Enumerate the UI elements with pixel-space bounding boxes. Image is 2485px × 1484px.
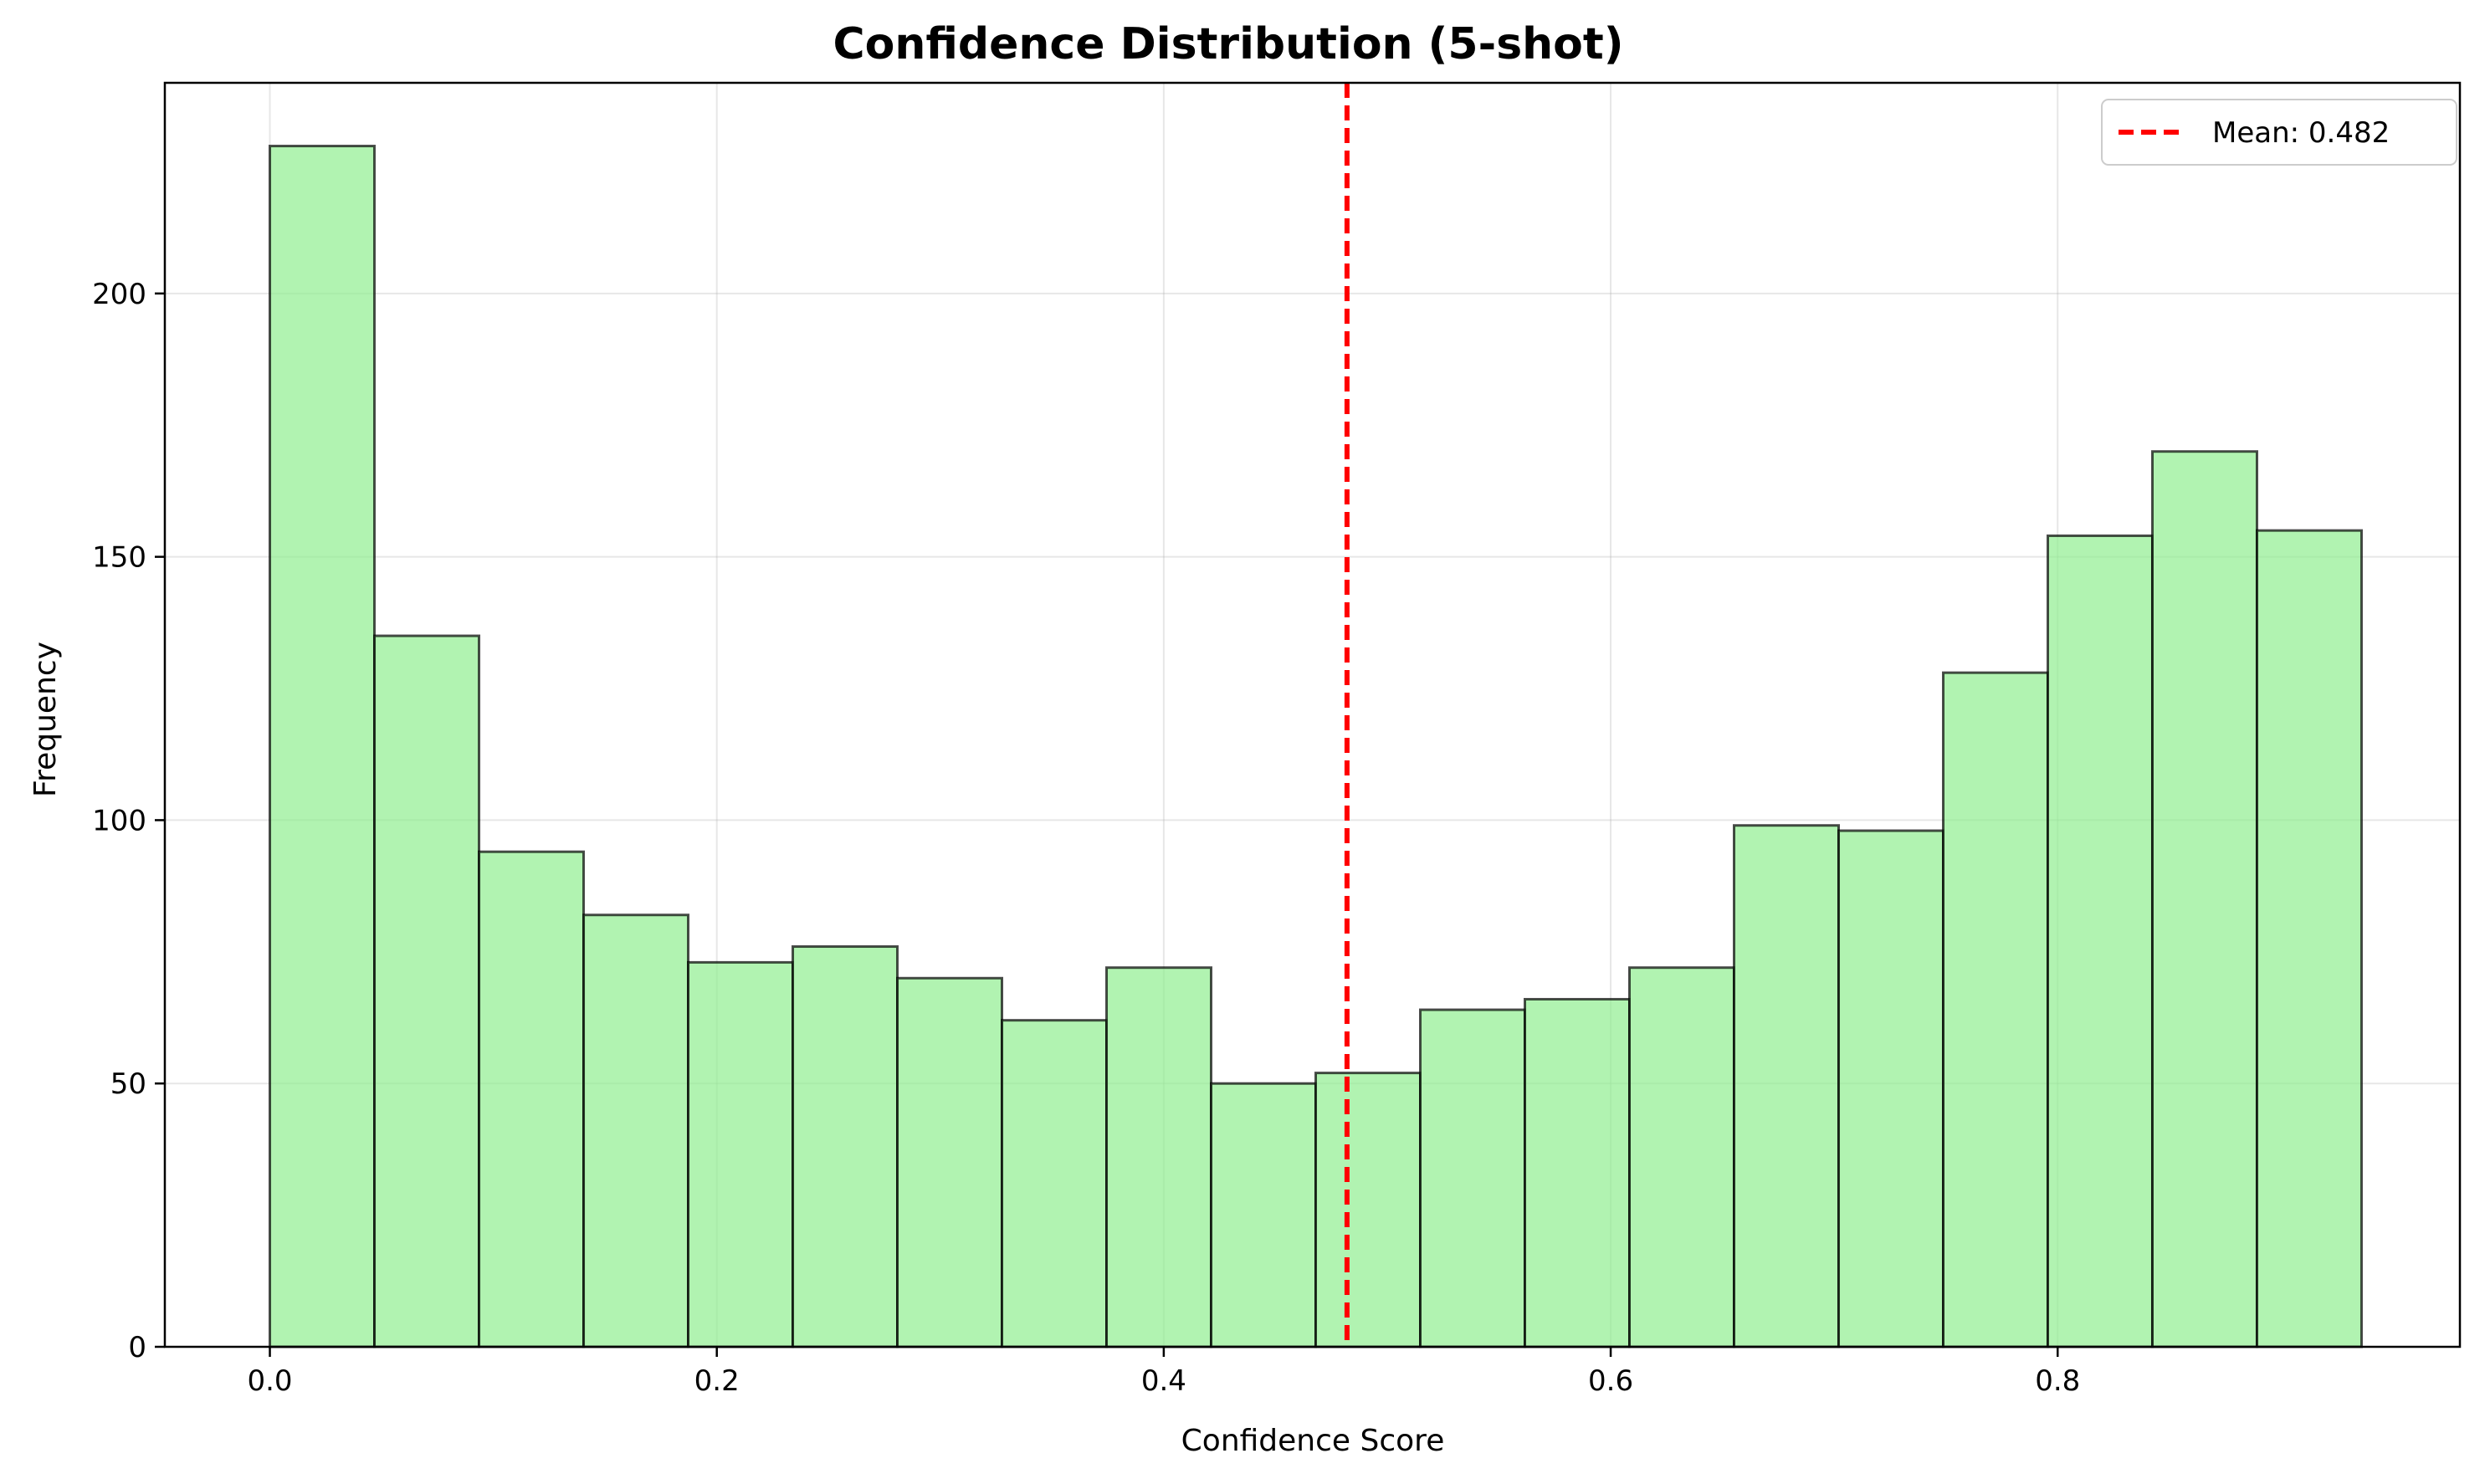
legend-entry-mean: Mean: 0.482 <box>2212 116 2390 150</box>
x-tick-label: 0.4 <box>1141 1364 1186 1398</box>
histogram-bar-14 <box>1627 966 1735 1348</box>
histogram-bar-8 <box>1001 1019 1109 1348</box>
histogram-bar-4 <box>582 913 690 1348</box>
histogram-bar-20 <box>2255 529 2363 1348</box>
x-axis-label: Confidence Score <box>1181 1424 1445 1458</box>
histogram-bars <box>269 145 2363 1348</box>
y-axis-label: Frequency <box>28 642 63 797</box>
y-tick-label: 0 <box>128 1331 146 1364</box>
chart-title: Confidence Distribution (5-shot) <box>833 19 1623 69</box>
histogram-bar-9 <box>1105 966 1213 1348</box>
y-tick-label: 150 <box>92 541 146 575</box>
plot-area-frame <box>163 81 2462 1348</box>
x-tick-label: 0.6 <box>1588 1364 1633 1398</box>
x-tick-label: 0.2 <box>694 1364 740 1398</box>
histogram-bar-6 <box>792 945 899 1348</box>
histogram-bar-7 <box>896 976 1004 1348</box>
histogram-bar-13 <box>1524 997 1631 1348</box>
y-axis-ticks: 0 50 100 150 200 <box>92 278 165 1364</box>
x-tick-label: 0.8 <box>2035 1364 2080 1398</box>
y-tick-label: 50 <box>110 1067 146 1101</box>
histogram-bar-12 <box>1419 1008 1527 1348</box>
legend-box <box>2101 99 2457 166</box>
histogram-bar-2 <box>373 634 481 1348</box>
histogram-bar-16 <box>1837 829 1944 1348</box>
x-axis-ticks: 0.0 0.2 0.4 0.6 0.8 <box>247 1347 2080 1398</box>
x-tick-label: 0.0 <box>247 1364 292 1398</box>
y-tick-label: 200 <box>92 278 146 311</box>
histogram-bar-11 <box>1314 1072 1422 1348</box>
histogram-bar-15 <box>1732 824 1840 1348</box>
histogram-bar-17 <box>1941 671 2049 1348</box>
histogram-bar-19 <box>2150 450 2258 1348</box>
histogram-bar-10 <box>1210 1082 1318 1348</box>
histogram-bar-18 <box>2046 534 2154 1348</box>
histogram-bar-3 <box>478 850 586 1348</box>
y-tick-label: 100 <box>92 804 146 837</box>
histogram-bar-5 <box>687 960 795 1348</box>
legend: Mean: 0.482 <box>2101 99 2457 166</box>
histogram-bar-1 <box>269 145 377 1348</box>
